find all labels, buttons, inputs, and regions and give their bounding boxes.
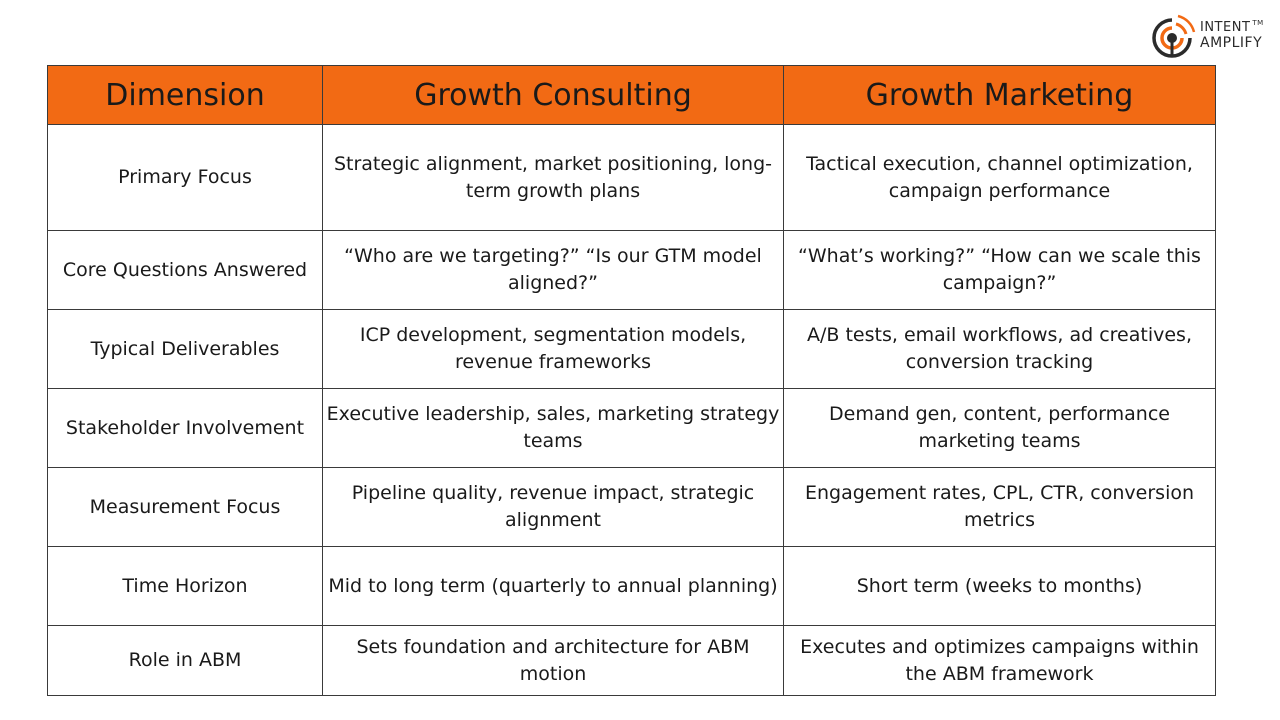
table-header: Dimension Growth Consulting Growth Marke… (47, 65, 1216, 125)
table-row: Core Questions Answered “Who are we targ… (47, 230, 1216, 310)
intent-amplify-logo: Intent TM Amplify (1152, 12, 1267, 58)
cell-marketing: Engagement rates, CPL, CTR, conversion m… (783, 467, 1216, 547)
table-row: Primary Focus Strategic alignment, marke… (47, 124, 1216, 231)
logo-trademark: TM (1252, 19, 1264, 27)
table-row: Typical Deliverables ICP development, se… (47, 309, 1216, 389)
cell-consulting: Executive leadership, sales, marketing s… (322, 388, 784, 468)
table-row: Time Horizon Mid to long term (quarterly… (47, 546, 1216, 626)
table-row: Stakeholder Involvement Executive leader… (47, 388, 1216, 468)
cell-dimension: Typical Deliverables (47, 309, 323, 389)
header-growth-marketing: Growth Marketing (783, 65, 1216, 125)
header-growth-consulting: Growth Consulting (322, 65, 784, 125)
cell-dimension: Primary Focus (47, 124, 323, 231)
cell-consulting: ICP development, segmentation models, re… (322, 309, 784, 389)
cell-marketing: A/B tests, email workflows, ad creatives… (783, 309, 1216, 389)
cell-consulting: Sets foundation and architecture for ABM… (322, 625, 784, 696)
cell-dimension: Measurement Focus (47, 467, 323, 547)
cell-consulting: Pipeline quality, revenue impact, strate… (322, 467, 784, 547)
header-dimension: Dimension (47, 65, 323, 125)
cell-marketing: Tactical execution, channel optimization… (783, 124, 1216, 231)
table-body: Primary Focus Strategic alignment, marke… (47, 124, 1216, 696)
comparison-table: Dimension Growth Consulting Growth Marke… (47, 65, 1216, 696)
cell-consulting: Strategic alignment, market positioning,… (322, 124, 784, 231)
cell-consulting: Mid to long term (quarterly to annual pl… (322, 546, 784, 626)
logo-word-amplify: Amplify (1200, 35, 1263, 51)
cell-marketing: Short term (weeks to months) (783, 546, 1216, 626)
cell-dimension: Time Horizon (47, 546, 323, 626)
cell-marketing: Demand gen, content, performance marketi… (783, 388, 1216, 468)
cell-dimension: Role in ABM (47, 625, 323, 696)
cell-consulting: “Who are we targeting?” “Is our GTM mode… (322, 230, 784, 310)
table-row: Role in ABM Sets foundation and architec… (47, 625, 1216, 696)
cell-dimension: Core Questions Answered (47, 230, 323, 310)
logo-word-intent: Intent (1200, 20, 1251, 35)
cell-marketing: Executes and optimizes campaigns within … (783, 625, 1216, 696)
header-row: Dimension Growth Consulting Growth Marke… (47, 65, 1216, 125)
table-row: Measurement Focus Pipeline quality, reve… (47, 467, 1216, 547)
cell-dimension: Stakeholder Involvement (47, 388, 323, 468)
logo-wordmark: Intent TM Amplify (1200, 19, 1264, 51)
cell-marketing: “What’s working?” “How can we scale this… (783, 230, 1216, 310)
signal-icon (1152, 14, 1196, 58)
